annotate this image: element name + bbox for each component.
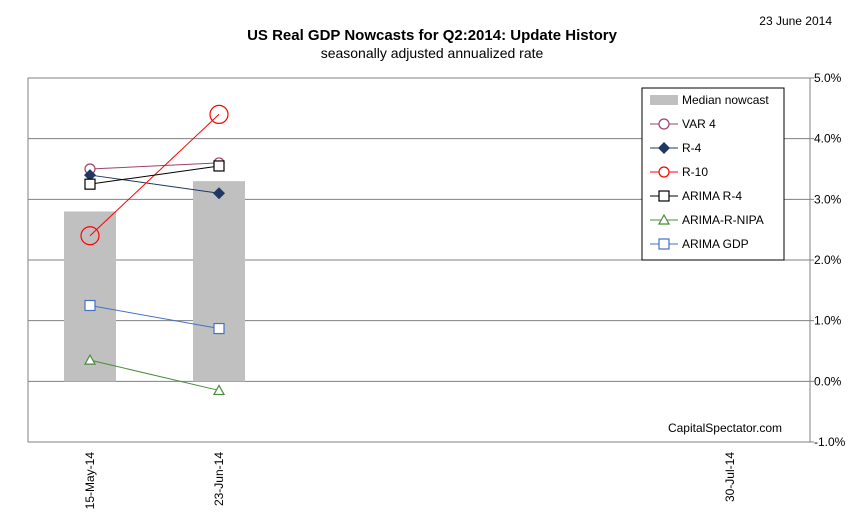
y-tick-label: 5.0% bbox=[814, 71, 842, 85]
legend-label: Median nowcast bbox=[682, 93, 769, 107]
series-r-4 bbox=[84, 169, 225, 200]
series-arima-r-4 bbox=[84, 160, 225, 190]
marker-triangle bbox=[212, 384, 226, 396]
chart-credit: CapitalSpectator.com bbox=[668, 421, 782, 435]
legend-label: R-10 bbox=[682, 165, 708, 179]
series-arima-gdp bbox=[84, 299, 225, 335]
marker-square bbox=[658, 238, 670, 250]
bars-median-nowcast bbox=[64, 181, 245, 382]
marker-square bbox=[213, 322, 225, 335]
y-tick-label: 2.0% bbox=[814, 253, 842, 267]
marker-square bbox=[84, 299, 96, 312]
marker-diamond bbox=[658, 142, 670, 154]
y-tick-label: -1.0% bbox=[814, 435, 846, 449]
bar-median-nowcast bbox=[193, 181, 245, 382]
chart-date: 23 June 2014 bbox=[759, 14, 832, 28]
tick-labels: -1.0% 0.0% 1.0% 2.0% 3.0% 4.0% 5.0% 15-May-14 23… bbox=[83, 71, 846, 509]
legend-label: R-4 bbox=[682, 141, 702, 155]
marker-circle bbox=[658, 166, 670, 178]
x-tick-label: 30-Jul-14 bbox=[723, 452, 737, 502]
series-line bbox=[89, 165, 220, 185]
legend-label: ARIMA-R-NIPA bbox=[682, 213, 764, 227]
legend-label: ARIMA R-4 bbox=[682, 189, 742, 203]
marker-square bbox=[84, 178, 96, 190]
series-line bbox=[89, 305, 220, 330]
series-line bbox=[89, 359, 220, 391]
y-tick-label: 0.0% bbox=[814, 374, 842, 388]
legend-label: VAR 4 bbox=[682, 117, 716, 131]
legend: Median nowcast VAR 4 R-4 R-10 ARIMA R-4 ARIMA… bbox=[641, 87, 785, 261]
y-tick-label: 4.0% bbox=[814, 132, 842, 146]
marker-circle bbox=[658, 118, 670, 130]
chart-title: US Real GDP Nowcasts for Q2:2014: Update… bbox=[247, 27, 617, 44]
chart-subtitle: seasonally adjusted annualized rate bbox=[321, 45, 544, 61]
marker-circle-large bbox=[80, 226, 100, 246]
marker-triangle bbox=[657, 213, 671, 225]
legend-swatch-bar bbox=[650, 95, 678, 105]
marker-circle-large bbox=[209, 104, 229, 125]
marker-square bbox=[658, 190, 670, 202]
marker-diamond bbox=[213, 187, 225, 200]
bar-median-nowcast bbox=[64, 211, 116, 382]
marker-diamond bbox=[84, 169, 96, 182]
series-arima-r-nipa bbox=[83, 353, 226, 396]
legend-label: ARIMA GDP bbox=[682, 237, 749, 251]
y-tick-label: 3.0% bbox=[814, 192, 842, 206]
series-lines bbox=[80, 104, 229, 396]
y-tick-label: 1.0% bbox=[814, 314, 842, 328]
marker-square bbox=[213, 160, 225, 172]
series-line bbox=[89, 174, 220, 194]
x-tick-label: 23-Jun-14 bbox=[212, 452, 226, 506]
series-line bbox=[89, 162, 220, 170]
marker-triangle bbox=[83, 353, 97, 365]
x-tick-label: 15-May-14 bbox=[83, 452, 97, 510]
